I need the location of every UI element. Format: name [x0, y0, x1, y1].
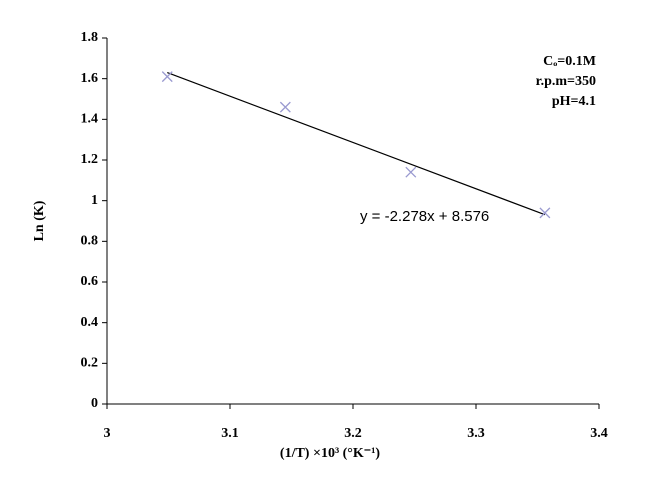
- trendline-equation: y = -2.278x + 8.576: [360, 208, 489, 225]
- x-tick-label: 3.1: [221, 426, 239, 441]
- x-tick-label: 3: [104, 426, 111, 441]
- y-tick-label: 0: [91, 396, 98, 411]
- y-tick-label: 1.2: [81, 152, 99, 167]
- annotation: pH=4.1: [552, 94, 596, 109]
- x-tick-label: 3.3: [467, 426, 485, 441]
- marker: [161, 71, 173, 83]
- y-tick-label: 1: [91, 193, 98, 208]
- x-tick-label: 3.4: [590, 426, 608, 441]
- y-tick-label: 1.4: [81, 112, 99, 127]
- y-tick-label: 0.6: [81, 274, 99, 289]
- trendline: [167, 72, 546, 216]
- y-tick-label: 0.2: [81, 356, 99, 371]
- y-tick-label: 0.8: [81, 234, 99, 249]
- y-tick-label: 1.8: [81, 30, 99, 45]
- x-tick-label: 3.2: [344, 426, 362, 441]
- annotation: Cₒ=0.1M: [543, 54, 596, 69]
- marker: [405, 166, 417, 178]
- annotation: r.p.m=350: [536, 74, 596, 89]
- y-axis-label: Ln (K): [32, 200, 47, 241]
- marker: [279, 101, 291, 113]
- x-axis-label: (1/T) ×10³ (°K⁻¹): [280, 446, 380, 461]
- y-tick-label: 1.6: [81, 71, 99, 86]
- marker: [539, 207, 551, 219]
- y-tick-label: 0.4: [81, 315, 99, 330]
